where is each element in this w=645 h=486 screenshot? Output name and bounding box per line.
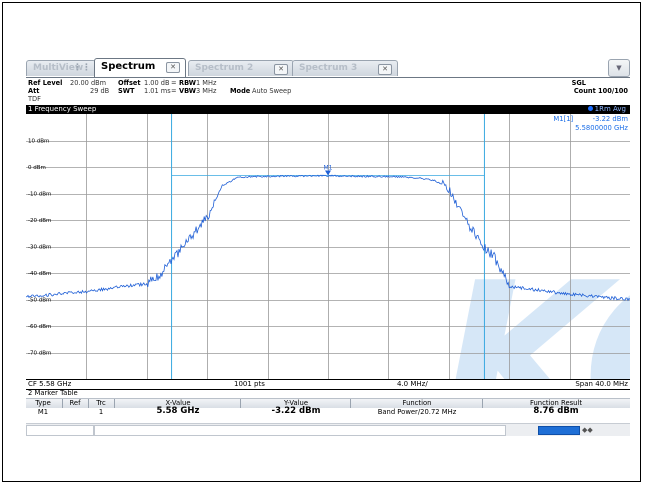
status-bar: ◆◆ <box>26 423 630 436</box>
vbw-label: VBW <box>179 87 197 95</box>
divider <box>88 399 89 408</box>
offset-label: Offset <box>118 79 141 87</box>
divider <box>62 399 63 408</box>
header-x-value: X-Value <box>165 399 191 407</box>
freq-per-div: 4.0 MHz/ <box>397 380 428 388</box>
marker-table-title: 2 Marker Table <box>28 389 78 397</box>
tab-label: MultiView <box>33 63 84 73</box>
marker-triangle <box>325 170 331 176</box>
marker-frequency: 5.5800000 GHz <box>575 124 628 132</box>
header-function: Function <box>402 399 432 407</box>
tab-spectrum[interactable]: Spectrum ✕ <box>94 58 186 77</box>
y-tick-label: -10 dBm <box>28 192 51 198</box>
y-tick-label: -50 dBm <box>28 298 51 304</box>
tab-label: Spectrum 2 <box>195 63 254 73</box>
spectrum-plot[interactable]: KC M1 10 dBm 0 dBm -10 dBm -20 dBm -30 dBm -40… <box>26 114 630 379</box>
sweep-title-bar: 1 Frequency Sweep 1Rm Avg <box>26 105 630 114</box>
window-title: 1 Frequency Sweep <box>28 105 97 113</box>
y-tick-label: -20 dBm <box>28 218 51 224</box>
cell-function-result: 8.76 dBm <box>533 406 579 416</box>
tdf-label: TDF <box>28 95 41 103</box>
header-trc: Trc <box>96 399 106 407</box>
vbw-value: 3 MHz <box>196 87 217 95</box>
y-tick-label: -40 dBm <box>28 271 51 277</box>
rbw-value: 1 MHz <box>196 79 217 87</box>
header-type: Type <box>35 399 51 407</box>
activity-icon: ◆◆ <box>582 426 593 434</box>
cell-type: M1 <box>37 408 49 416</box>
count-label: Count 100/100 <box>573 87 628 95</box>
spectrum-chart: M1 10 dBm 0 dBm -10 dBm -20 dBm -30 dBm -40 dB… <box>26 114 630 379</box>
att-value: 29 dB <box>90 87 110 95</box>
trace-label: 1Rm Avg <box>587 105 626 113</box>
tab-bar: MultiView ⋮⋮ Spectrum ✕ Spectrum 2 ✕ Spe… <box>26 58 630 78</box>
y-tick-label: 0 dBm <box>28 165 46 171</box>
tab-spectrum-2[interactable]: Spectrum 2 ✕ <box>188 60 294 76</box>
status-message-field <box>94 425 506 436</box>
sgl-label: SGL <box>571 79 586 87</box>
eq-sign: = <box>171 87 177 95</box>
marker-name: M1[1] <box>553 115 574 123</box>
points-count: 1001 pts <box>234 380 265 388</box>
divider <box>350 399 351 408</box>
table-row[interactable]: M1 1 5.58 GHz -3.22 dBm Band Power/20.72… <box>26 406 630 417</box>
divider <box>240 399 241 408</box>
tab-spectrum-3[interactable]: Spectrum 3 ✕ <box>292 60 398 76</box>
att-label: Att <box>28 87 40 95</box>
ref-level-value: 20.00 dBm <box>70 79 107 87</box>
divider <box>482 399 483 408</box>
divider-icon: ⋮⋮ <box>73 63 91 73</box>
header-function-result: Function Result <box>529 399 583 407</box>
header-ref: Ref <box>69 399 81 407</box>
progress-bar <box>538 426 580 435</box>
swt-label: SWT <box>118 87 135 95</box>
y-tick-label: -70 dBm <box>28 351 51 357</box>
span-label: Span 40.0 MHz <box>575 380 628 388</box>
marker-flag: M1 <box>324 165 333 172</box>
center-frequency: CF 5.58 GHz <box>28 380 72 388</box>
close-icon[interactable]: ✕ <box>274 64 288 75</box>
close-icon[interactable]: ✕ <box>166 62 180 73</box>
tab-label: Spectrum 3 <box>299 63 358 73</box>
marker-readout: M1[1] -3.22 dBm <box>553 115 628 123</box>
marker-table: 2 Marker Table Type Ref Trc X-Value Y-Va… <box>26 389 630 425</box>
chevron-down-icon[interactable]: ▼ <box>608 59 630 77</box>
x-axis-footer: CF 5.58 GHz 1001 pts 4.0 MHz/ Span 40.0 … <box>26 379 630 390</box>
settings-bar: Ref Level 20.00 dBm Offset 1.00 dB = RBW… <box>26 79 630 105</box>
tab-label: Spectrum <box>101 61 156 72</box>
window-frame <box>2 2 641 482</box>
offset-value: 1.00 dB <box>144 79 170 87</box>
y-tick-label: -30 dBm <box>28 245 51 251</box>
cell-y-value: -3.22 dBm <box>271 406 321 416</box>
tab-multiview[interactable]: MultiView ⋮⋮ <box>26 60 96 76</box>
close-icon[interactable]: ✕ <box>378 64 392 75</box>
y-tick-label: -60 dBm <box>28 324 51 330</box>
cell-trc: 1 <box>98 408 104 416</box>
mode-label: Mode <box>230 87 251 95</box>
trace-label-text: 1Rm Avg <box>594 105 626 113</box>
cell-x-value: 5.58 GHz <box>156 406 200 416</box>
marker-level: -3.22 dBm <box>592 115 628 123</box>
watermark-logo: KC <box>440 236 630 379</box>
trace-line <box>26 174 630 302</box>
tab-underline <box>26 77 630 78</box>
y-tick-label: 10 dBm <box>28 139 49 145</box>
mode-value: Auto Sweep <box>252 87 292 95</box>
swt-value: 1.01 ms <box>144 87 171 95</box>
cell-function: Band Power/20.72 MHz <box>377 408 457 416</box>
eq-sign: = <box>171 79 177 87</box>
header-y-value: Y-Value <box>283 399 309 407</box>
ref-level-label: Ref Level <box>28 79 63 87</box>
rbw-label: RBW <box>179 79 197 87</box>
status-field <box>26 425 94 436</box>
trace-dot-icon <box>587 106 593 111</box>
divider <box>114 399 115 408</box>
